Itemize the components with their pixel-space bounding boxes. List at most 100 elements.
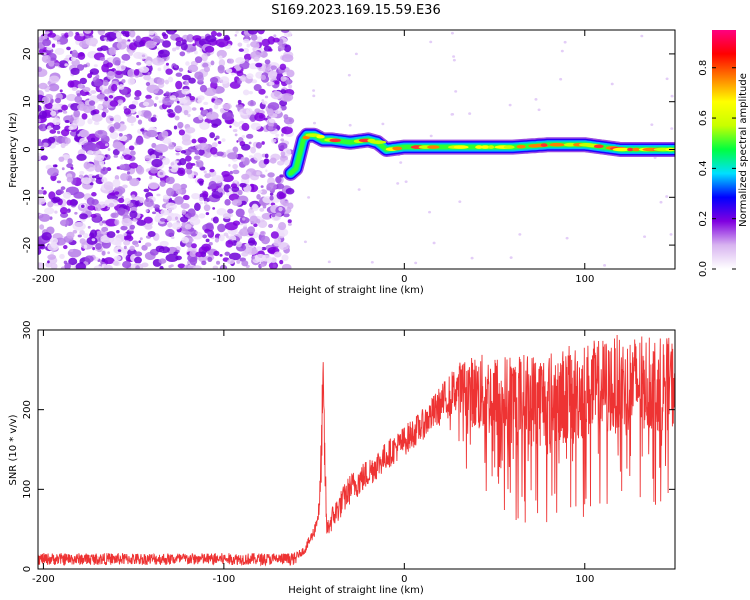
noise-speck — [70, 102, 80, 111]
noise-speck — [77, 83, 83, 89]
noise-speck — [210, 60, 215, 66]
noise-speck — [123, 240, 131, 246]
signal-hotspot — [632, 147, 640, 152]
noise-speck — [270, 70, 274, 74]
noise-speck — [64, 32, 69, 38]
noise-speck — [52, 124, 61, 131]
noise-speck — [185, 162, 193, 170]
signal-hotspot — [427, 145, 440, 149]
noise-speck — [220, 264, 226, 269]
noise-speck — [128, 50, 134, 56]
noise-speck — [108, 46, 117, 56]
noise-speck — [112, 178, 121, 188]
noise-speck — [74, 95, 83, 103]
noise-speck — [189, 250, 197, 257]
noise-speck — [221, 170, 231, 177]
noise-speck — [165, 62, 170, 66]
noise-speck — [195, 251, 204, 258]
noise-speck — [285, 79, 292, 85]
noise-speck — [109, 117, 114, 122]
noise-speck — [468, 112, 472, 115]
snr-x-ticks: -200 -100 0 100 — [32, 330, 594, 585]
noise-speck — [192, 43, 196, 47]
noise-speck — [50, 251, 55, 255]
noise-speck — [216, 151, 224, 157]
noise-speck — [185, 61, 190, 66]
noise-speck — [174, 196, 184, 205]
noise-speck — [38, 124, 43, 130]
noise-speck — [103, 264, 113, 269]
snr-x-tick-label: -200 — [32, 574, 55, 585]
noise-speck — [131, 100, 139, 106]
noise-speck — [123, 245, 127, 250]
noise-speck — [81, 113, 88, 120]
noise-speck — [137, 119, 143, 125]
signal-hotspot — [488, 145, 495, 149]
noise-speck — [80, 177, 92, 185]
noise-speck — [47, 32, 57, 38]
snr-series-line — [38, 334, 675, 567]
noise-speck — [79, 77, 88, 85]
noise-speck — [147, 148, 155, 156]
noise-speck — [128, 162, 138, 169]
snr-x-tick-label: 0 — [401, 574, 407, 585]
noise-speck — [209, 147, 218, 155]
noise-speck — [101, 250, 106, 256]
noise-speck — [88, 100, 96, 106]
noise-speck — [248, 141, 252, 145]
noise-speck — [134, 243, 140, 248]
noise-speck — [205, 111, 219, 120]
noise-speck — [47, 254, 57, 260]
noise-speck — [312, 89, 316, 92]
spectrogram-y-label: Frequency (Hz) — [8, 112, 19, 188]
noise-speck — [41, 54, 51, 63]
noise-speck — [132, 218, 138, 222]
noise-speck — [45, 261, 53, 268]
noise-speck — [272, 138, 277, 143]
noise-speck — [347, 73, 351, 77]
noise-speck — [129, 150, 136, 156]
noise-speck — [103, 88, 111, 95]
noise-speck — [237, 99, 242, 105]
noise-speck — [269, 157, 277, 164]
noise-speck — [235, 208, 245, 218]
noise-speck — [240, 75, 247, 82]
spectrogram-y-tick-label: -10 — [22, 189, 33, 205]
noise-speck — [640, 34, 644, 38]
signal-hotspot — [392, 146, 403, 151]
noise-speck — [138, 240, 142, 244]
noise-speck — [70, 67, 80, 76]
snr-x-tick-label: -100 — [213, 574, 236, 585]
noise-speck — [260, 235, 271, 245]
noise-speck — [242, 47, 250, 54]
noise-speck — [432, 241, 436, 245]
noise-speck — [127, 218, 131, 223]
signal-hotspot — [329, 138, 341, 143]
noise-speck — [665, 195, 669, 198]
noise-speck — [93, 121, 100, 126]
noise-speck — [90, 137, 96, 142]
noise-speck — [224, 222, 238, 231]
noise-speck — [41, 186, 44, 190]
noise-speck — [75, 262, 87, 269]
noise-speck — [104, 31, 118, 41]
noise-speck — [217, 187, 223, 193]
noise-speck — [49, 129, 57, 134]
noise-speck — [129, 210, 138, 219]
noise-speck — [91, 192, 97, 197]
noise-speck — [104, 198, 119, 208]
noise-speck — [257, 30, 265, 35]
noise-speck — [59, 89, 63, 93]
noise-speck — [246, 73, 254, 80]
noise-speck — [203, 204, 211, 212]
noise-speck — [348, 123, 352, 127]
noise-speck — [185, 96, 190, 101]
noise-speck — [271, 212, 276, 218]
noise-speck — [216, 32, 222, 37]
noise-speck — [121, 217, 133, 227]
noise-speck — [84, 255, 94, 263]
spectrogram-x-tick-label: -200 — [32, 274, 55, 285]
noise-speck — [162, 40, 171, 48]
noise-speck — [175, 45, 180, 50]
colorbar-tick-label: 0.0 — [698, 261, 709, 277]
